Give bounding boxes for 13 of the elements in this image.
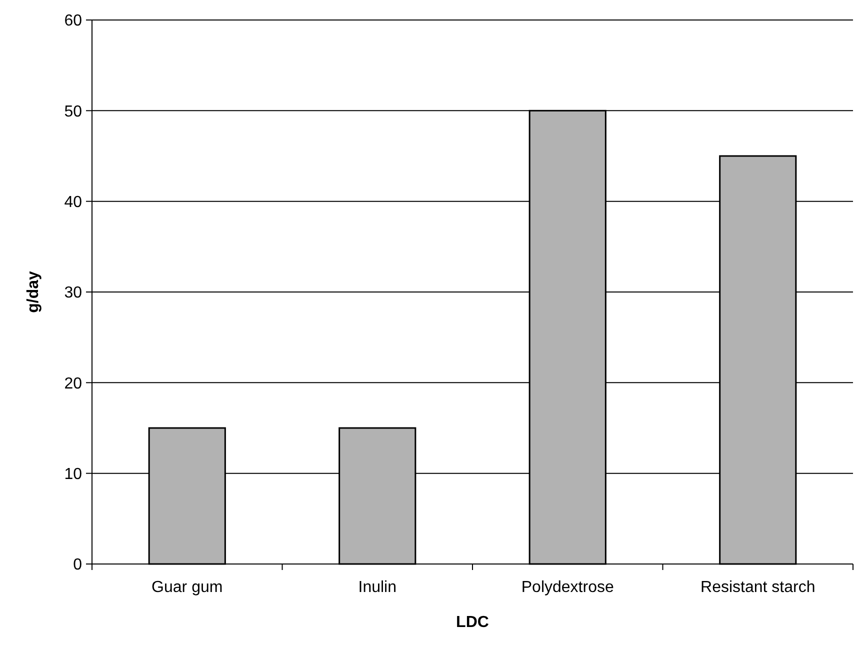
x-axis-title: LDC: [456, 614, 490, 631]
y-tick-label: 20: [64, 375, 82, 392]
x-tick-label: Inulin: [358, 579, 396, 596]
x-tick-label: Resistant starch: [700, 579, 816, 596]
x-tick-label: Polydextrose: [521, 579, 614, 596]
y-tick-label: 10: [64, 466, 82, 483]
x-tick-label: Guar gum: [152, 579, 223, 596]
y-axis-title: g/day: [25, 271, 42, 313]
y-tick-label: 50: [64, 103, 82, 120]
y-tick-label: 40: [64, 194, 82, 211]
y-tick-label: 60: [64, 12, 82, 30]
y-tick-label: 30: [64, 284, 82, 302]
y-tick-label: 0: [73, 556, 82, 574]
